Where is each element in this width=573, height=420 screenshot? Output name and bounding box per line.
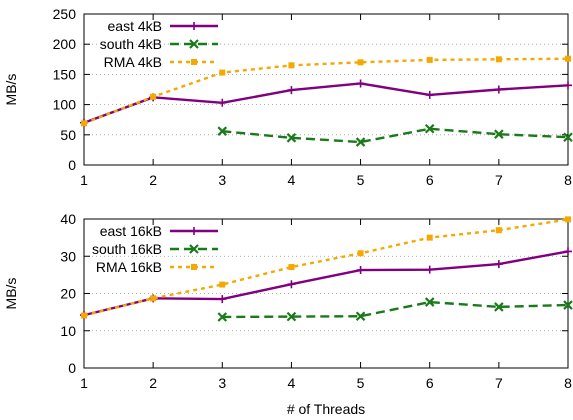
- y-axis-label: MB/s: [3, 74, 19, 106]
- series-line: [83, 218, 569, 317]
- plot-frame: [83, 13, 569, 166]
- y-tick-label: 100: [53, 97, 77, 113]
- data-point: [219, 69, 226, 76]
- data-point: [494, 302, 504, 312]
- legend-marker: [191, 59, 197, 65]
- data-point: [218, 98, 227, 107]
- legend-label: RMA 4kB: [104, 54, 162, 70]
- data-point: [287, 280, 296, 289]
- series-line: [83, 82, 569, 124]
- legend-label: south 4kB: [100, 36, 162, 52]
- data-point: [564, 81, 572, 90]
- data-point: [425, 90, 434, 99]
- y-tick-label: 0: [68, 157, 76, 173]
- x-axis-label: # of Threads: [287, 401, 365, 417]
- data-point: [356, 79, 365, 88]
- data-point: [356, 266, 365, 275]
- x-tick-label: 5: [357, 172, 365, 188]
- legend-label: RMA 16kB: [96, 259, 162, 275]
- y-tick-label: 20: [60, 286, 76, 302]
- legend-marker: [189, 244, 199, 254]
- data-point: [288, 62, 295, 69]
- x-tick-label: 3: [218, 172, 226, 188]
- data-point: [494, 85, 503, 94]
- data-point: [495, 56, 502, 63]
- x-tick-label: 3: [218, 375, 226, 391]
- data-point: [424, 123, 435, 134]
- x-tick-label: 8: [564, 172, 572, 188]
- series-line: [222, 127, 569, 144]
- x-tick-label: 1: [80, 375, 88, 391]
- y-tick-label: 0: [68, 360, 76, 376]
- x-tick-label: 1: [80, 172, 88, 188]
- y-axis-label: MB/s: [3, 278, 19, 310]
- y-tick-label: 50: [60, 127, 76, 143]
- data-point: [494, 260, 503, 269]
- data-point: [426, 234, 433, 241]
- y-tick-label: 10: [60, 323, 76, 339]
- chart-16kb: 0 10 20 30 40 1 2 3 4 5 6 7 8 MB/s east 16kB south 16kB…: [3, 211, 573, 391]
- data-point: [81, 312, 87, 319]
- data-point: [219, 281, 226, 288]
- legend-marker: [189, 39, 199, 49]
- x-tick-label: 7: [495, 375, 503, 391]
- legend-marker: [190, 22, 198, 30]
- data-point: [564, 247, 572, 256]
- chart-4kb: 0 50 100 150 200 250 1 2 3 4 5 6 7 8 MB/s east 4kB south…: [3, 6, 573, 188]
- legend-marker: [190, 227, 198, 235]
- y-tick-label: 200: [53, 36, 77, 52]
- data-point: [287, 86, 296, 95]
- data-point: [288, 264, 295, 271]
- data-point: [565, 216, 571, 223]
- data-point: [494, 129, 504, 139]
- series-line: [83, 250, 569, 317]
- series-line: [83, 57, 569, 125]
- x-tick-label: 4: [288, 172, 296, 188]
- y-tick-label: 40: [60, 211, 76, 227]
- legend-label: south 16kB: [92, 241, 162, 257]
- data-point: [217, 126, 228, 136]
- x-tick-label: 2: [149, 172, 157, 188]
- x-tick-label: 5: [357, 375, 365, 391]
- data-point: [425, 265, 434, 274]
- data-point: [81, 120, 87, 127]
- legend-label: east 16kB: [100, 223, 162, 239]
- x-tick-label: 4: [288, 375, 296, 391]
- data-point: [355, 137, 366, 147]
- x-tick-label: 6: [426, 172, 434, 188]
- data-point: [357, 59, 364, 66]
- y-tick-label: 30: [60, 248, 76, 264]
- data-point: [286, 133, 297, 143]
- x-tick-label: 8: [564, 375, 572, 391]
- x-tick-label: 7: [495, 172, 503, 188]
- y-tick-label: 250: [53, 6, 77, 22]
- data-point: [217, 312, 228, 322]
- data-point: [150, 295, 157, 302]
- data-point: [150, 93, 157, 100]
- data-point: [563, 132, 573, 142]
- x-tick-label: 6: [426, 375, 434, 391]
- legend-label: east 4kB: [108, 18, 162, 34]
- legend-marker: [191, 264, 197, 270]
- data-point: [426, 56, 433, 63]
- data-point: [218, 295, 227, 304]
- data-point: [355, 311, 366, 322]
- data-point: [565, 55, 571, 62]
- data-point: [563, 300, 573, 310]
- y-tick-label: 150: [53, 66, 77, 82]
- data-point: [286, 311, 297, 322]
- data-point: [424, 297, 435, 307]
- x-tick-label: 2: [149, 375, 157, 391]
- data-point: [495, 227, 502, 234]
- series-line: [222, 300, 569, 319]
- data-point: [357, 250, 364, 257]
